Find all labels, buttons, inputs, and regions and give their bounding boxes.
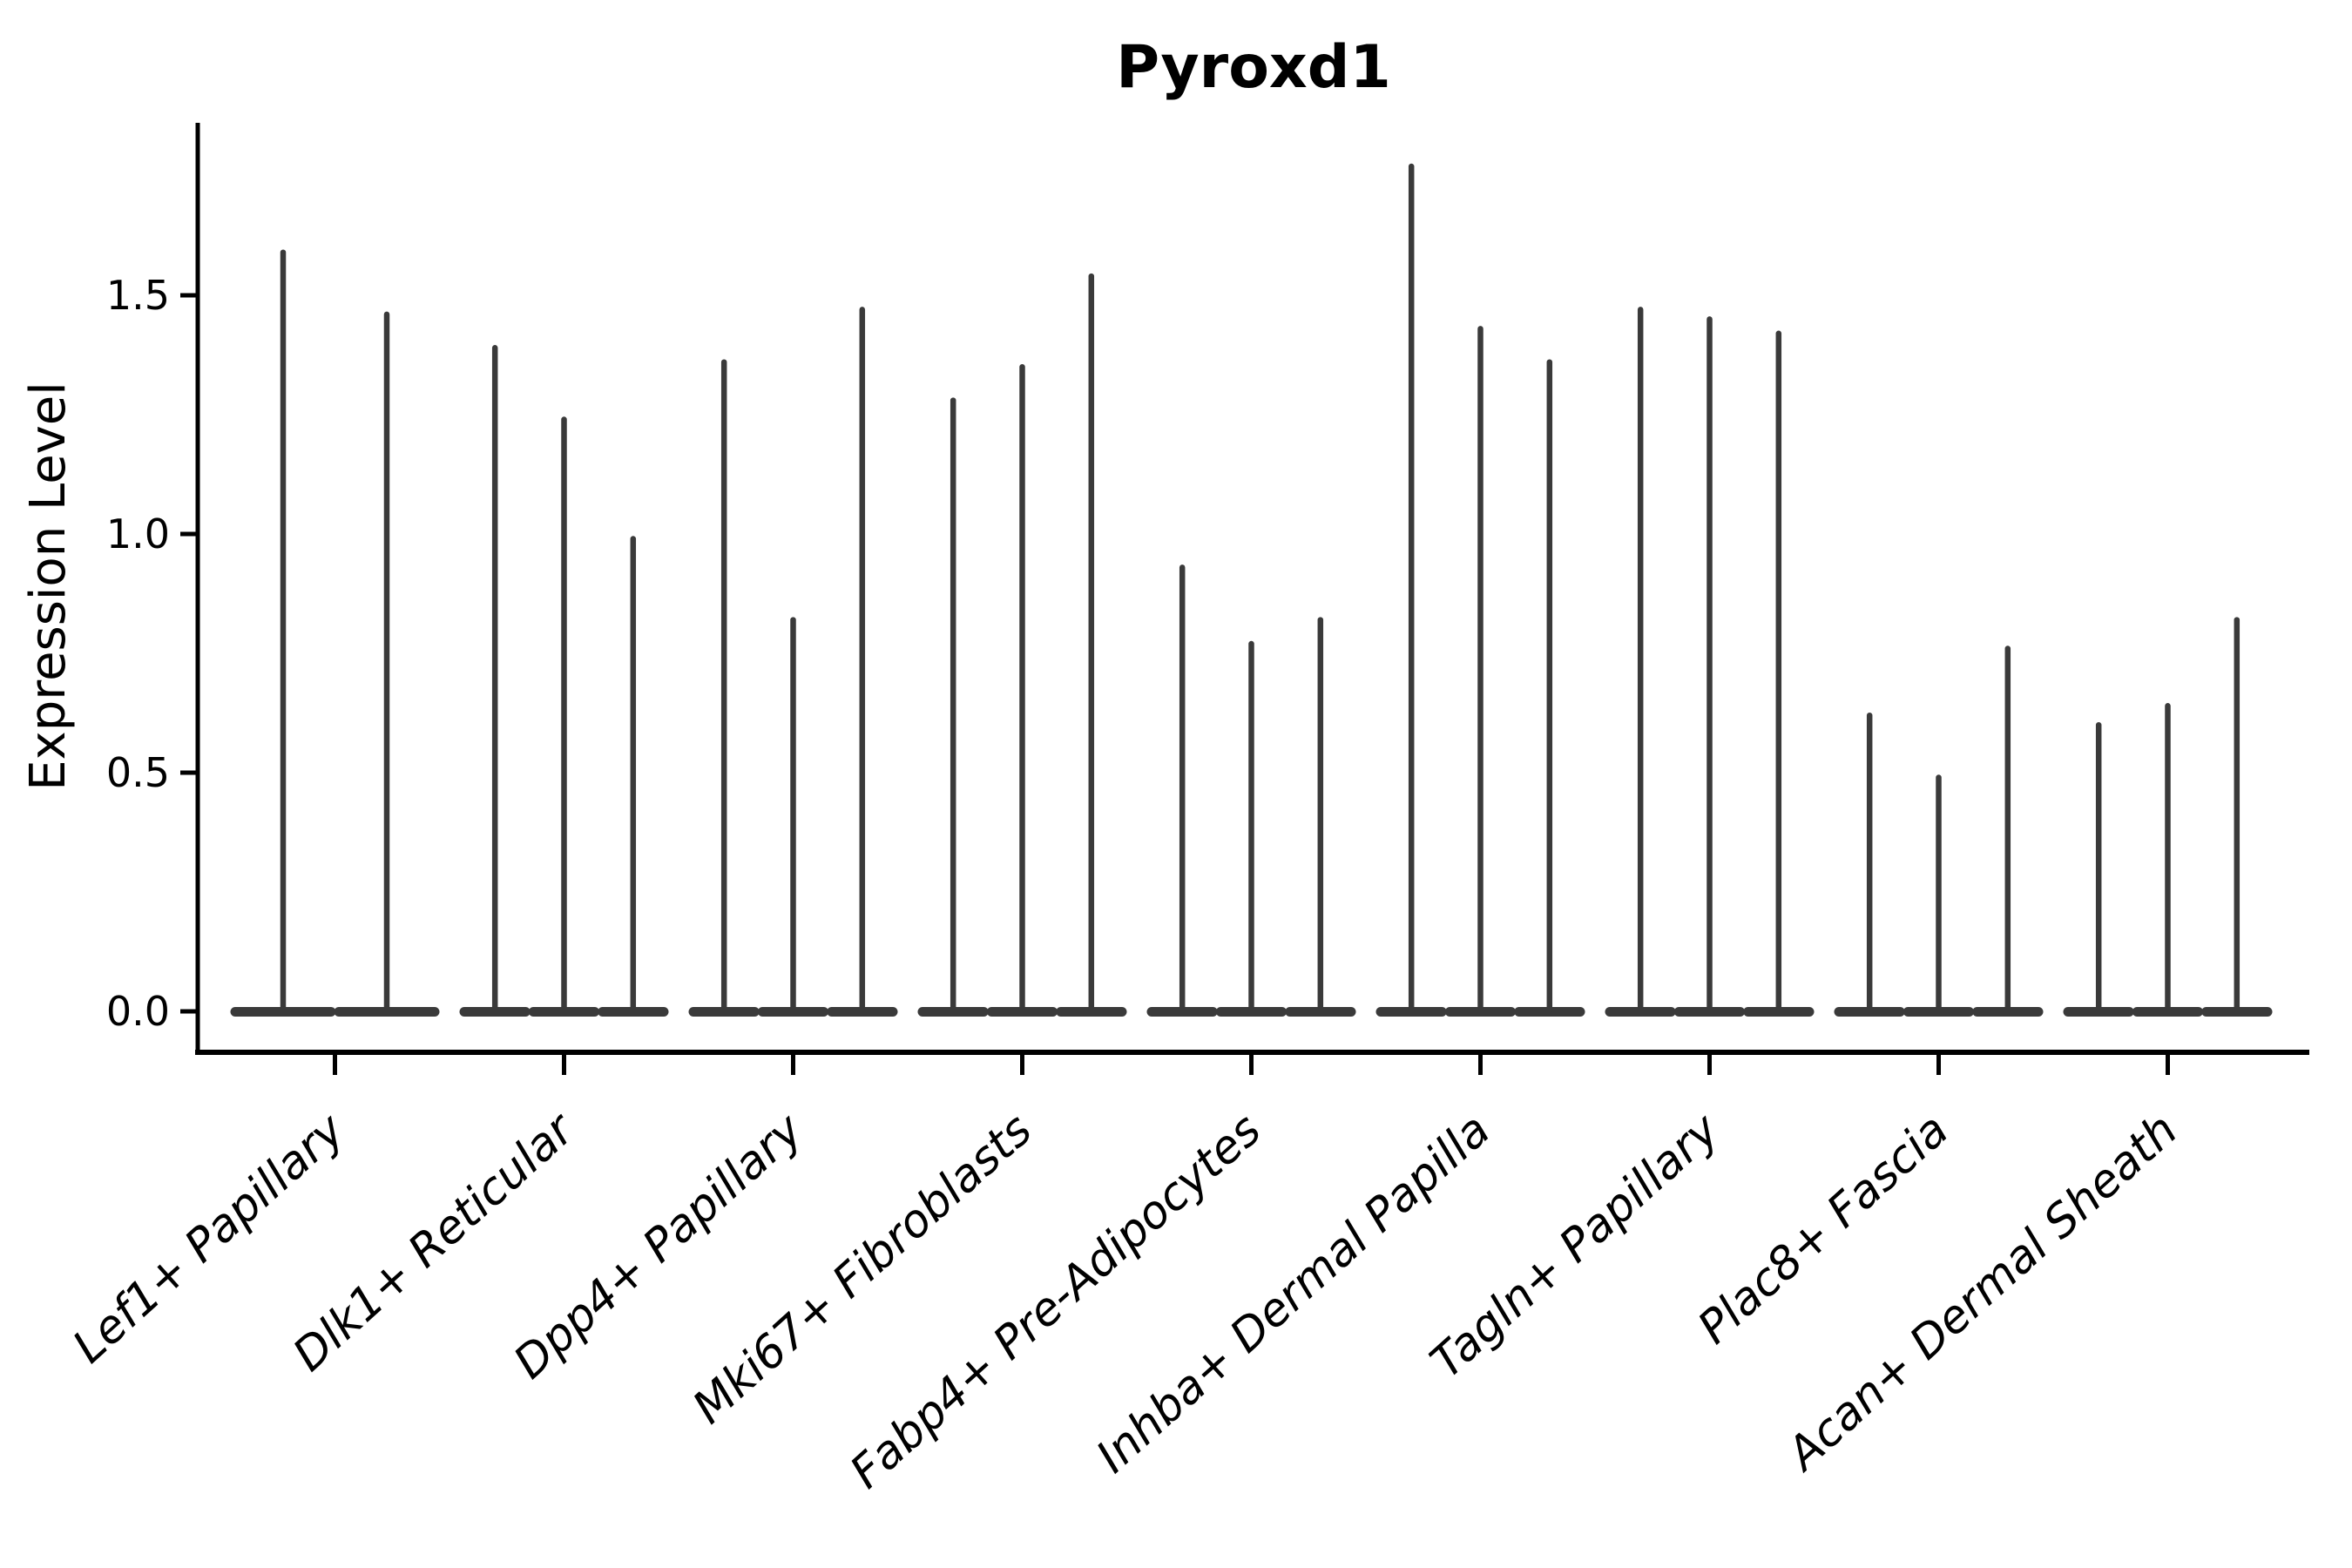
x-tick-label: Acan+ Dermal Sheath xyxy=(1775,1104,2187,1482)
violin-group xyxy=(459,345,669,1017)
x-tick-label: Inhba+ Dermal Papilla xyxy=(1087,1104,1501,1484)
violins-layer xyxy=(230,163,2273,1017)
violin-group xyxy=(1605,307,1815,1017)
violin-group xyxy=(1375,163,1585,1017)
chart-title: Pyroxd1 xyxy=(1116,33,1391,102)
violin-group xyxy=(230,249,440,1017)
y-tick-label: 0.5 xyxy=(106,749,170,796)
violin-group xyxy=(1146,564,1356,1017)
y-ticks-layer: 0.0 0.5 1.0 1.5 xyxy=(106,272,198,1035)
violin-group xyxy=(917,273,1127,1017)
violin-group xyxy=(2063,617,2273,1017)
y-axis-label: Expression Level xyxy=(20,382,77,791)
x-tick-label: Fabp4+ Pre-Adipocytes xyxy=(841,1104,1271,1499)
y-tick-label: 1.5 xyxy=(106,272,170,319)
violin-group xyxy=(688,307,898,1017)
y-tick-label: 1.0 xyxy=(106,510,170,558)
violin-group xyxy=(1834,645,2044,1017)
y-tick-label: 0.0 xyxy=(106,988,170,1035)
